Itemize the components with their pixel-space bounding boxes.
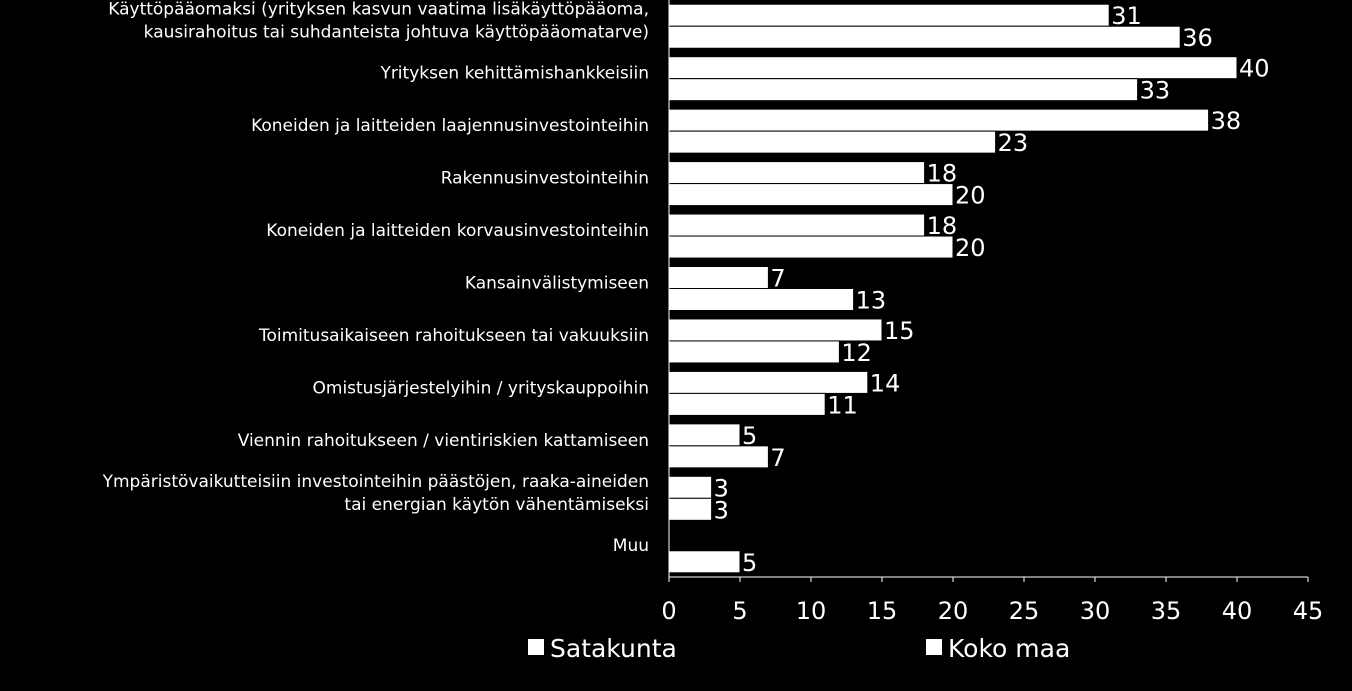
category-labels: Käyttöpääomaksi (yrityksen kasvun vaatim… — [102, 0, 649, 556]
data-label: 31 — [1111, 2, 1142, 30]
bar-koko-maa — [668, 78, 1139, 102]
x-tick-label: 35 — [1151, 597, 1182, 625]
data-label: 12 — [841, 339, 872, 367]
bar-satakunta — [668, 423, 741, 447]
bar-satakunta — [668, 213, 926, 237]
bar-koko-maa — [668, 235, 954, 259]
category-label: Ympäristövaikutteisiin investointeihin p… — [102, 472, 649, 492]
bar-satakunta — [668, 3, 1110, 27]
x-tick-label: 40 — [1222, 597, 1253, 625]
data-label: 7 — [770, 265, 785, 293]
category-label: Toimitusaikaiseen rahoitukseen tai vakuu… — [258, 326, 649, 346]
data-label: 3 — [714, 496, 729, 524]
bar-satakunta — [668, 370, 869, 394]
data-label: 20 — [955, 182, 986, 210]
bar-satakunta — [668, 161, 926, 185]
bar-koko-maa — [668, 392, 826, 416]
data-label: 33 — [1140, 77, 1171, 105]
x-tick-label: 30 — [1080, 597, 1111, 625]
data-label: 5 — [742, 422, 757, 450]
category-label: Omistusjärjestelyihin / yrityskauppoihin — [313, 378, 650, 398]
category-label: Käyttöpääomaksi (yrityksen kasvun vaatim… — [108, 0, 649, 20]
legend-label: Satakunta — [550, 634, 677, 663]
data-label: 20 — [955, 234, 986, 262]
x-tick-label: 15 — [867, 597, 898, 625]
data-label: 18 — [927, 212, 958, 240]
data-label: 14 — [870, 369, 901, 397]
category-label: kausirahoitus tai suhdanteista johtuva k… — [144, 23, 649, 43]
data-label: 11 — [827, 391, 858, 419]
legend: Satakunta Koko maa — [528, 634, 1070, 663]
x-tick-label: 25 — [1009, 597, 1040, 625]
bar-koko-maa — [668, 340, 840, 364]
bar-satakunta — [668, 108, 1210, 132]
category-label: Muu — [613, 536, 649, 556]
x-tick-label: 0 — [661, 597, 676, 625]
bar-koko-maa — [668, 130, 997, 154]
x-axis: 0 5 10 15 20 25 30 35 40 45 — [661, 0, 1323, 625]
data-label: 38 — [1211, 107, 1242, 135]
data-label: 7 — [770, 444, 785, 472]
bar-koko-maa — [668, 25, 1181, 49]
legend-swatch — [926, 639, 942, 655]
legend-swatch — [528, 639, 544, 655]
category-label: Viennin rahoitukseen / vientiriskien kat… — [238, 431, 649, 451]
bar-satakunta — [668, 318, 883, 342]
category-label: Yrityksen kehittämishankkeisiin — [379, 64, 649, 84]
x-tick-label: 20 — [938, 597, 969, 625]
bar-satakunta — [668, 266, 769, 289]
category-label: Koneiden ja laitteiden laajennusinvestoi… — [251, 116, 649, 136]
bar-koko-maa — [668, 288, 855, 311]
category-label: Rakennusinvestointeihin — [441, 169, 649, 189]
data-label: 36 — [1182, 24, 1213, 52]
category-label: Koneiden ja laitteiden korvausinvestoint… — [266, 221, 649, 241]
data-label: 23 — [998, 129, 1029, 157]
data-label: 18 — [927, 160, 958, 188]
bar-koko-maa — [668, 497, 713, 521]
x-tick-label: 10 — [796, 597, 827, 625]
data-label: 40 — [1239, 55, 1270, 83]
bar-satakunta — [668, 475, 713, 499]
bar-satakunta — [668, 56, 1238, 80]
category-label: Kansainvälistymiseen — [465, 274, 649, 294]
x-tick-label: 45 — [1293, 597, 1324, 625]
data-label: 3 — [714, 474, 729, 502]
bar-koko-maa — [668, 550, 741, 574]
legend-label: Koko maa — [948, 634, 1070, 663]
x-tick-label: 5 — [732, 597, 747, 625]
data-label: 15 — [884, 317, 915, 345]
bar-koko-maa — [668, 183, 954, 207]
data-label: 5 — [742, 549, 757, 577]
data-label: 13 — [856, 287, 887, 315]
category-label: tai energian käytön vähentämiseksi — [344, 495, 649, 515]
